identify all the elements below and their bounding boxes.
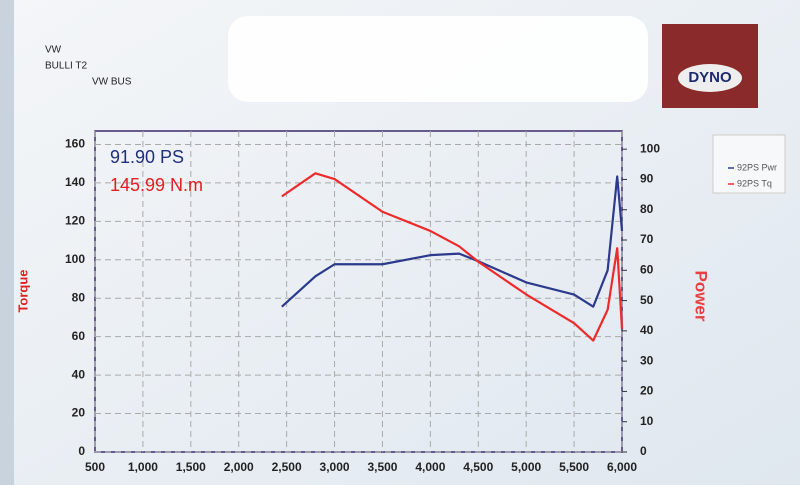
x-tick-label: 2,500 [272, 460, 302, 474]
y2-tick-label: 70 [640, 232, 654, 246]
x-tick-label: 2,000 [224, 460, 254, 474]
series-line [281, 172, 624, 342]
annotation: 145.99 N.m [110, 175, 203, 195]
y2-axis-label: Power [692, 270, 711, 321]
y2-tick-label: 90 [640, 172, 654, 186]
edge [0, 0, 14, 485]
y2-tick-label: 30 [640, 353, 654, 367]
y2-tick-label: 20 [640, 384, 654, 398]
x-tick-label: 4,000 [415, 460, 445, 474]
x-tick-label: 4,500 [463, 460, 493, 474]
x-tick-label: 500 [85, 460, 105, 474]
y2-tick-label: 40 [640, 323, 654, 337]
y-tick-label: 40 [72, 367, 86, 381]
legend [712, 134, 786, 194]
x-tick-label: 5,500 [559, 460, 589, 474]
y-tick-label: 80 [72, 290, 86, 304]
redacted-area [228, 16, 648, 102]
y2-tick-label: 0 [640, 444, 647, 458]
x-tick-label: 6,000 [607, 460, 637, 474]
x-tick-label: 5,000 [511, 460, 541, 474]
y-tick-label: 120 [65, 214, 85, 228]
x-tick-label: 1,500 [176, 460, 206, 474]
x-tick-label: 3,000 [320, 460, 350, 474]
y-axis-label: Torque [15, 269, 30, 312]
y-tick-label: 160 [65, 137, 85, 151]
y2-tick-label: 100 [640, 141, 660, 155]
header-line: VW [45, 45, 62, 56]
header-line: VW BUS [92, 77, 132, 88]
y2-tick-label: 60 [640, 262, 654, 276]
y2-tick-label: 10 [640, 414, 654, 428]
logo-text: DYNO [688, 69, 732, 86]
y2-tick-label: 80 [640, 202, 654, 216]
y2-tick-label: 50 [640, 293, 654, 307]
x-tick-label: 3,500 [367, 460, 397, 474]
legend-label: 92PS Tq [737, 178, 772, 188]
x-tick-label: 1,000 [128, 460, 158, 474]
y-tick-label: 140 [65, 175, 85, 189]
y-tick-label: 0 [78, 444, 85, 458]
y-tick-label: 100 [65, 252, 85, 266]
header-line: BULLI T2 [45, 61, 87, 72]
annotation: 91.90 PS [110, 147, 184, 167]
logo-badge [678, 64, 742, 92]
y-tick-label: 20 [72, 406, 86, 420]
y-tick-label: 60 [72, 329, 86, 343]
legend-label: 92PS Pwr [737, 162, 777, 172]
